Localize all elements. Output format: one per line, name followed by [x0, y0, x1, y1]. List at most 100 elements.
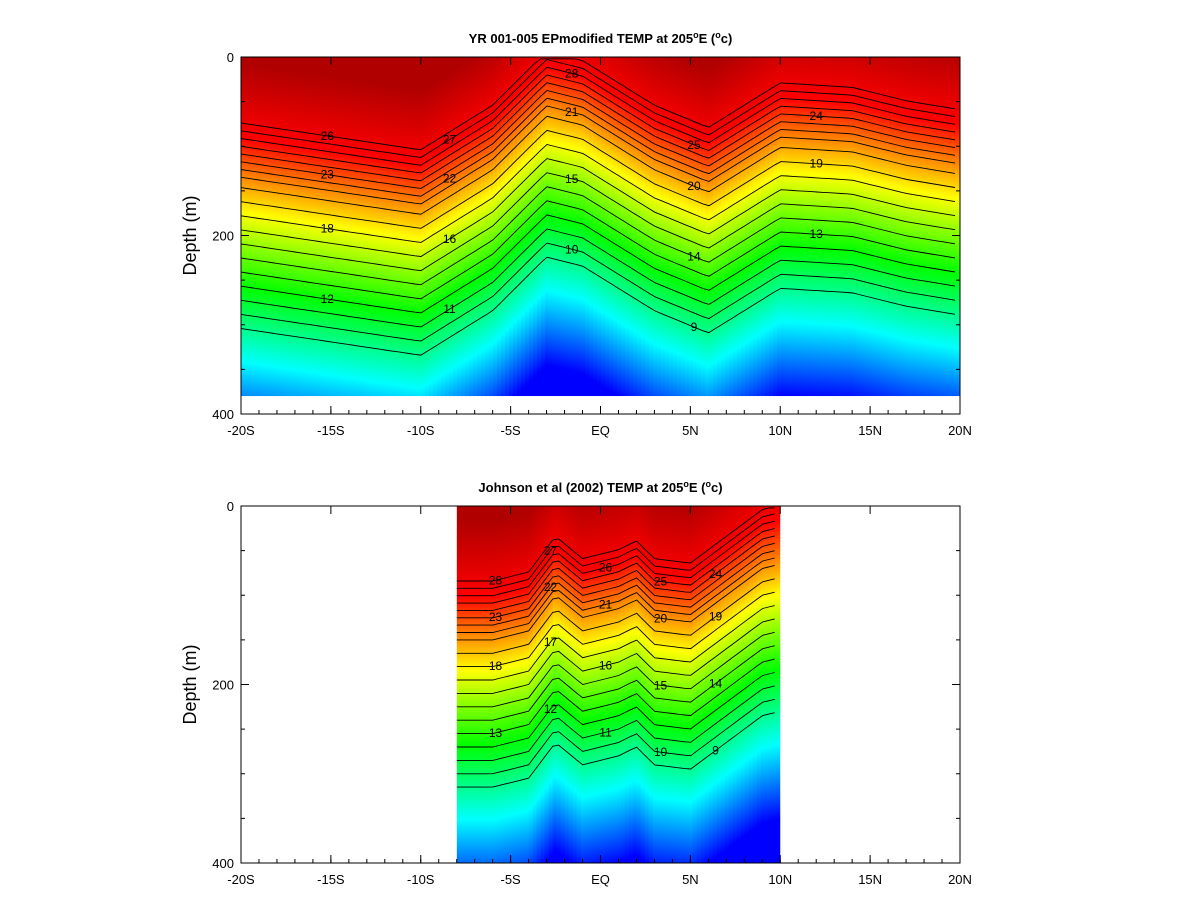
isotherm-line — [241, 186, 956, 286]
isotherm-line — [241, 105, 956, 205]
isotherm-line — [456, 645, 775, 721]
x-tick-label: -20S — [227, 872, 255, 887]
x-tick-label: -5S — [501, 423, 522, 438]
isotherm-line — [456, 557, 775, 633]
contour-label: 28 — [489, 573, 503, 587]
contour-label: 14 — [709, 677, 723, 691]
chart-title: Johnson et al (2002) TEMP at 205oE (oc) — [478, 479, 722, 495]
contour-label: 13 — [810, 227, 824, 241]
x-tick-label: -10S — [407, 423, 435, 438]
contour-label: 27 — [443, 133, 457, 147]
contour-label: 19 — [709, 610, 723, 624]
y-tick-label: 400 — [212, 407, 234, 422]
y-tick-label: 0 — [227, 499, 234, 514]
isotherm-line — [456, 698, 775, 775]
contour-label: 24 — [810, 109, 824, 123]
contour-label: 21 — [565, 105, 579, 119]
chart-panel-model: 26 27 28 25 24 23 22 21 20 19 18 16 15 14 13 12 11 10 9 -20… — [180, 30, 972, 438]
contour-label: 9 — [712, 744, 719, 758]
x-tick-label: -20S — [227, 423, 255, 438]
isotherm-line — [241, 59, 956, 158]
contour-label: 24 — [709, 567, 723, 581]
contour-label: 18 — [321, 222, 335, 236]
isotherm-line — [456, 542, 775, 619]
isotherm-line — [456, 631, 775, 708]
isotherm-line — [456, 658, 775, 735]
isotherm-line — [241, 90, 956, 189]
y-tick-label: 200 — [212, 229, 234, 244]
isotherm-line — [241, 172, 956, 272]
contour-label: 11 — [599, 725, 612, 739]
isotherm-line — [456, 578, 775, 654]
isotherm-line — [241, 228, 956, 328]
contour-label: 16 — [443, 232, 457, 246]
y-tick-label: 200 — [212, 678, 234, 693]
x-tick-label: EQ — [591, 872, 610, 887]
isotherm-line — [241, 66, 956, 166]
isotherm-line — [241, 256, 956, 356]
isotherm-line — [456, 618, 775, 694]
contour-label: 20 — [687, 179, 701, 193]
contour-label: 10 — [565, 242, 579, 256]
contour-label: 11 — [443, 302, 456, 316]
x-tick-label: 15N — [858, 423, 882, 438]
contour-label: 18 — [489, 659, 503, 673]
isotherm-line — [241, 242, 956, 342]
contour-label: 17 — [544, 635, 558, 649]
contour-label: 12 — [544, 702, 558, 716]
contour-label: 20 — [654, 611, 668, 625]
isotherm-line — [241, 200, 956, 300]
isotherm-line — [456, 712, 775, 788]
contour-label: 26 — [321, 129, 335, 143]
isotherm-line — [241, 58, 956, 151]
contour-label: 27 — [544, 543, 558, 557]
isotherm-line — [241, 74, 956, 174]
x-tick-label: 15N — [858, 872, 882, 887]
y-tick-label: 400 — [212, 856, 234, 871]
contour-label: 19 — [810, 157, 824, 171]
chart-panel-johnson: 28 27 26 25 24 23 22 21 20 19 18 17 16 15 14 13 12 11 10 9 -… — [180, 479, 972, 887]
x-tick-label: -15S — [317, 872, 345, 887]
isotherm-line — [456, 672, 775, 748]
isotherm-line — [456, 520, 775, 597]
x-tick-label: 10N — [768, 423, 792, 438]
contour-label: 14 — [687, 250, 701, 264]
isotherm-line — [241, 158, 956, 257]
isotherm-line — [241, 97, 956, 197]
isotherm-line — [241, 129, 956, 229]
contour-label: 15 — [565, 172, 579, 186]
isotherm-line — [456, 564, 775, 641]
x-tick-label: -10S — [407, 872, 435, 887]
isotherm-line — [456, 605, 775, 681]
contour-label: 25 — [654, 575, 668, 589]
contour-label: 28 — [565, 66, 579, 80]
x-tick-label: -5S — [501, 872, 522, 887]
contour-label: 26 — [599, 561, 613, 575]
chart-title: YR 001-005 EPmodified TEMP at 205oE (oc) — [469, 30, 733, 46]
isotherm-line — [241, 82, 956, 182]
x-tick-label: EQ — [591, 423, 610, 438]
contour-label: 21 — [599, 597, 613, 611]
contour-label: 23 — [489, 610, 503, 624]
isotherm-line — [241, 115, 956, 215]
x-tick-label: 20N — [948, 423, 972, 438]
contour-label: 22 — [443, 171, 457, 185]
y-axis-label: Depth (m) — [180, 195, 200, 275]
isotherm-line — [456, 528, 775, 604]
isotherm-line — [456, 513, 775, 589]
x-tick-label: 10N — [768, 872, 792, 887]
isotherm-line — [456, 550, 775, 626]
contour-label: 25 — [687, 138, 701, 152]
x-tick-label: 5N — [682, 423, 699, 438]
isotherm-line — [456, 507, 775, 582]
isotherm-line — [241, 144, 956, 243]
contour-label: 10 — [654, 745, 668, 759]
x-tick-label: -15S — [317, 423, 345, 438]
y-tick-label: 0 — [227, 50, 234, 65]
x-tick-label: 5N — [682, 872, 699, 887]
contour-label: 16 — [599, 658, 613, 672]
temperature-field — [241, 57, 960, 397]
contour-label: 12 — [321, 292, 335, 306]
isotherm-line — [456, 685, 775, 761]
